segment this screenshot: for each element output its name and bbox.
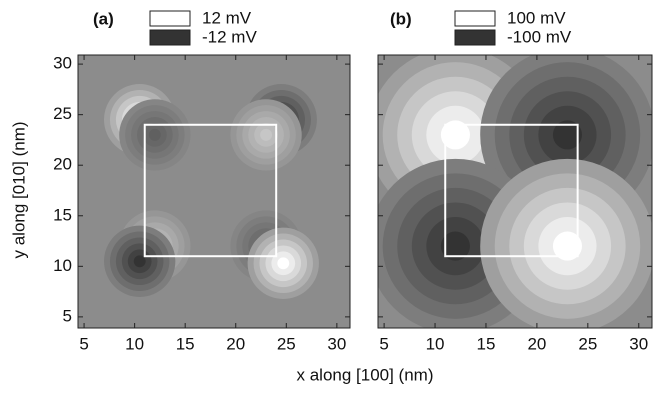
contour-level <box>552 120 583 150</box>
x-tick-label: 25 <box>578 334 597 353</box>
x-tick-label: 5 <box>379 334 388 353</box>
contour-field <box>378 55 652 328</box>
legend-label: 100 mV <box>507 8 566 27</box>
x-tick-label: 30 <box>327 334 346 353</box>
x-tick-label: 5 <box>79 334 88 353</box>
y-tick-label: 15 <box>53 205 72 224</box>
contour-level <box>133 255 146 268</box>
plot-frame <box>377 54 653 329</box>
panel-label: (a) <box>93 9 114 28</box>
contour-level <box>440 120 470 150</box>
contour-level <box>148 128 161 141</box>
square-outline <box>143 123 278 258</box>
legend-swatch <box>149 29 191 46</box>
x-tick-label: 15 <box>477 334 496 353</box>
contour-level <box>277 257 290 270</box>
x-tick-label: 15 <box>176 334 195 353</box>
y-tick-label: 5 <box>63 306 72 325</box>
legend-swatch <box>149 10 191 27</box>
x-tick-label: 20 <box>527 334 546 353</box>
legend-label: -100 mV <box>507 27 572 46</box>
y-tick-label: 25 <box>53 104 72 123</box>
legend-label: 12 mV <box>202 8 252 27</box>
x-axis-label: x along [100] (nm) <box>296 365 433 384</box>
square-outline <box>444 123 579 258</box>
contour-level <box>260 128 273 141</box>
x-tick-label: 30 <box>629 334 648 353</box>
legend-swatch <box>454 29 496 46</box>
y-tick-label: 10 <box>53 256 72 275</box>
y-axis-label: y along [010] (nm) <box>9 121 28 258</box>
contour-level <box>440 231 470 261</box>
y-tick-label: 30 <box>53 54 72 73</box>
contour-field <box>104 84 319 299</box>
plot-frame <box>77 54 351 329</box>
y-tick-label: 20 <box>53 155 72 174</box>
x-tick-label: 25 <box>277 334 296 353</box>
panel-label: (b) <box>390 9 412 28</box>
x-tick-label: 10 <box>125 334 144 353</box>
legend-label: -12 mV <box>202 27 257 46</box>
x-tick-label: 10 <box>426 334 445 353</box>
x-tick-label: 20 <box>226 334 245 353</box>
contour-level <box>552 231 583 261</box>
legend-swatch <box>454 10 496 27</box>
